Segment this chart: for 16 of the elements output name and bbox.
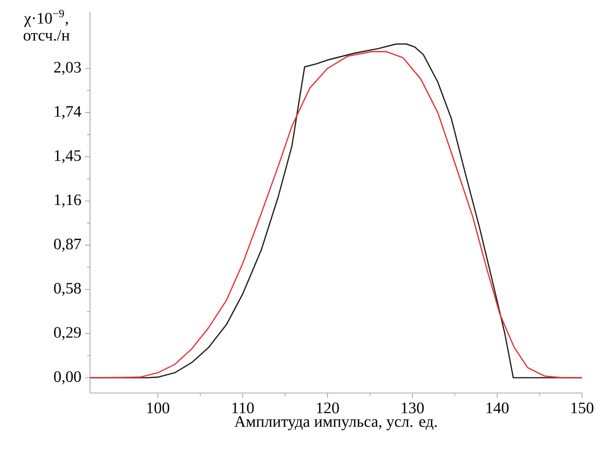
y-tick-label: 1,16 [54, 194, 81, 208]
x-tick-label: 150 [571, 402, 594, 414]
x-tick-label: 120 [316, 402, 339, 414]
y-tick-label: 0,58 [54, 282, 81, 296]
x-tick-label: 100 [147, 402, 170, 414]
x-tick-label: 140 [486, 402, 509, 414]
y-tick-label: 1,45 [54, 150, 81, 164]
y-axis-title: χ·10$^{−9}$, отсч./н [24, 10, 70, 41]
x-tick-label: 130 [402, 402, 424, 414]
y-tick-label: 0,00 [54, 371, 81, 384]
x-tick-label: 110 [232, 402, 254, 414]
y-tick-label: 2,03 [54, 62, 81, 75]
x-axis-title: Амплитуда импульса, усл. ед. [234, 416, 437, 430]
y-tick-label: 1,74 [54, 106, 82, 120]
y-tick-label: 0,29 [54, 327, 81, 340]
y-tick-label: 0,87 [54, 238, 82, 252]
